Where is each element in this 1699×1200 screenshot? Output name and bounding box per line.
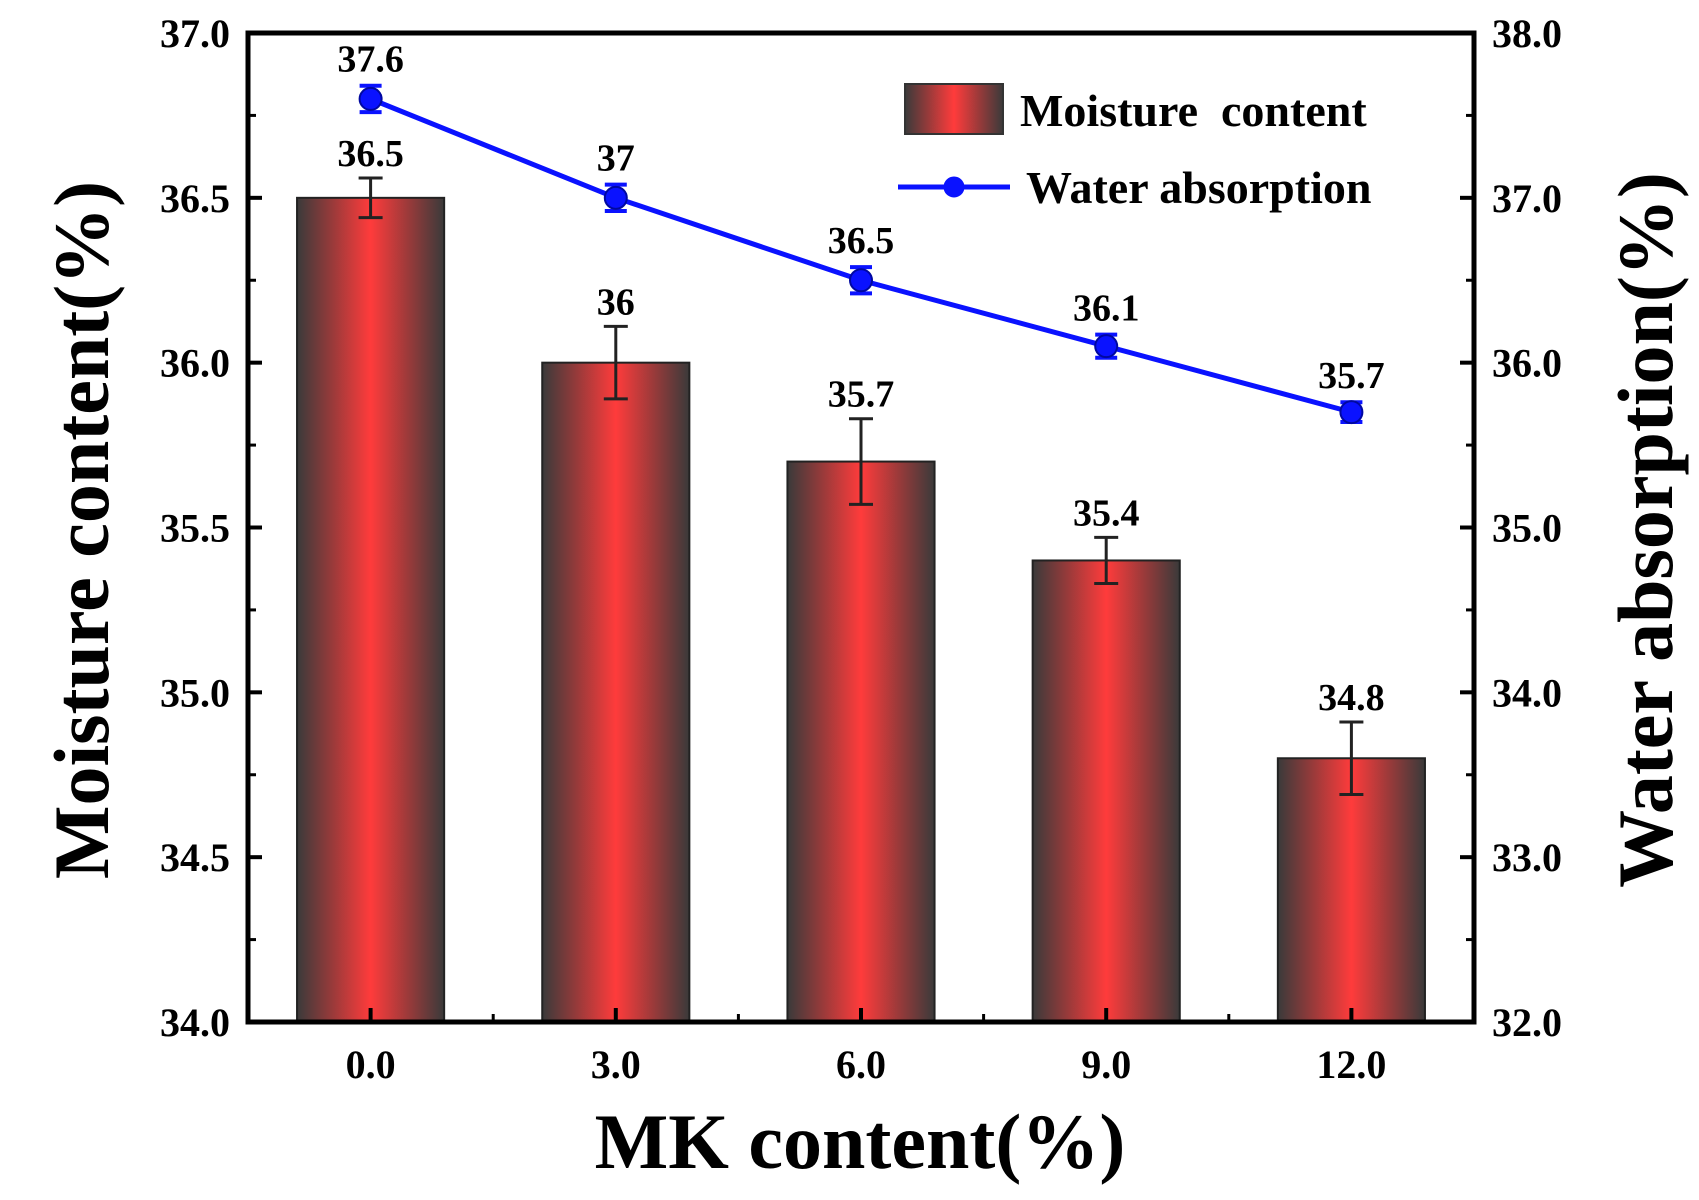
legend-bar-swatch [904, 83, 1004, 135]
bar-4 [1276, 757, 1426, 1023]
y2-tick-label-4: 36.0 [1492, 341, 1562, 386]
bars-layer [296, 176, 1426, 1024]
point-2 [849, 268, 873, 293]
legend-label-moisture: Moisture content [1020, 85, 1367, 136]
x-tick-label-1: 3.0 [591, 1042, 641, 1087]
y2-tick-label-6: 38.0 [1492, 11, 1562, 56]
labels-layer: 36.5 36 35.7 35.4 34.8 37.6 37 36.5 36.1 35.7 [337, 39, 1384, 719]
y-axis-title: Moisture content(%) [38, 181, 125, 879]
bar-2 [786, 460, 936, 1024]
axes-layer: 34.0 34.5 35.0 35.5 36.0 36.5 37.0 32.0 33.0 34.0… [160, 11, 1562, 1087]
x-tick-label-4: 12.0 [1316, 1042, 1386, 1087]
point-1 [603, 185, 628, 210]
bar-label-3: 35.4 [1073, 492, 1140, 534]
y-tick-label-1: 34.5 [160, 835, 230, 880]
bar-label-0: 36.5 [337, 133, 404, 175]
bar-3 [1031, 559, 1181, 1023]
bar-label-4: 34.8 [1318, 677, 1385, 719]
y2-tick-label-0: 32.0 [1492, 1000, 1562, 1045]
bar-0 [296, 196, 446, 1024]
point-label-1: 37 [597, 138, 635, 180]
y2-tick-label-5: 37.0 [1492, 176, 1562, 221]
point-label-0: 37.6 [337, 39, 404, 81]
bar-1 [541, 361, 691, 1023]
bar-label-2: 35.7 [828, 374, 895, 416]
bar-label-1: 36 [597, 281, 635, 323]
line-layer [358, 83, 1364, 425]
y2-tick-label-2: 34.0 [1492, 670, 1562, 715]
y2-axis-title: Water absorption(%) [1602, 172, 1689, 888]
y-tick-label-5: 36.5 [160, 176, 230, 221]
point-0 [358, 86, 383, 111]
point-label-4: 35.7 [1318, 355, 1385, 397]
legend-label-water: Water absorption [1026, 162, 1371, 213]
x-tick-label-0: 0.0 [346, 1042, 396, 1087]
point-4 [1339, 400, 1364, 425]
point-label-2: 36.5 [828, 220, 895, 262]
point-label-3: 36.1 [1073, 288, 1140, 330]
point-3 [1094, 334, 1119, 359]
x-tick-label-3: 9.0 [1081, 1042, 1131, 1087]
y-tick-label-6: 37.0 [160, 11, 230, 56]
legend-line-marker [943, 176, 965, 198]
y2-tick-label-1: 33.0 [1492, 835, 1562, 880]
x-tick-label-2: 6.0 [836, 1042, 886, 1087]
y-tick-label-2: 35.0 [160, 670, 230, 715]
y-tick-label-3: 35.5 [160, 506, 230, 551]
y2-tick-label-3: 35.0 [1492, 506, 1562, 551]
legend: Moisture content Water absorption [898, 83, 1371, 213]
y-tick-label-4: 36.0 [160, 341, 230, 386]
x-axis-title: MK content(%) [595, 1098, 1126, 1185]
y-tick-label-0: 34.0 [160, 1000, 230, 1045]
